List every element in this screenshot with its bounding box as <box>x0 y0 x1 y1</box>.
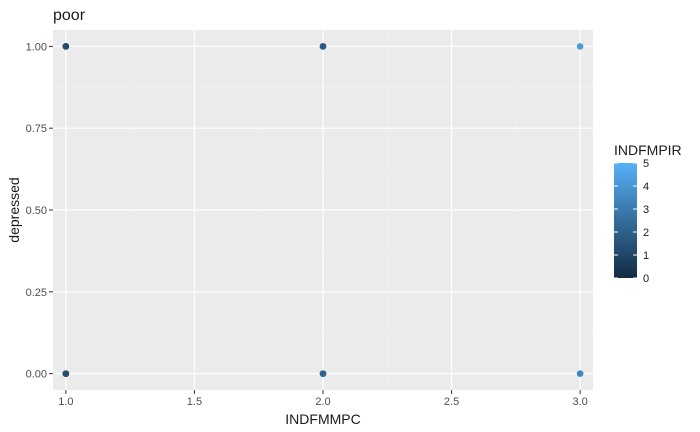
y-tick-label: 0.75 <box>26 123 47 135</box>
legend-tick-label: 2 <box>643 227 649 239</box>
data-point <box>576 43 584 50</box>
y-tick-label: 0.50 <box>26 205 47 217</box>
x-tick-label: 2.5 <box>444 396 459 408</box>
y-axis-title: depressed <box>6 177 22 242</box>
legend-tick-label: 3 <box>643 204 649 216</box>
axes: 1.0 1.5 2.0 2.5 3.0 0.00 0.25 0.50 0.75 1.00 <box>26 41 588 408</box>
data-point <box>576 370 584 377</box>
legend-tick-label: 0 <box>643 273 649 285</box>
x-tick-label: 1.0 <box>58 396 73 408</box>
data-point <box>62 43 70 50</box>
y-tick-label: 1.00 <box>26 41 47 53</box>
data-points <box>62 43 584 377</box>
legend: INDFMPIR 0 1 2 3 4 5 <box>614 142 682 285</box>
legend-tick-label: 5 <box>643 158 649 170</box>
x-tick-label: 1.5 <box>187 396 202 408</box>
x-tick-label: 3.0 <box>572 396 587 408</box>
y-tick-label: 0.25 <box>26 287 47 299</box>
x-axis-title: INDFMMPC <box>285 411 360 427</box>
legend-tick-label: 4 <box>643 181 649 193</box>
data-point <box>319 43 327 50</box>
y-tick-label: 0.00 <box>26 369 47 381</box>
x-tick-label: 2.0 <box>315 396 330 408</box>
data-point <box>62 370 70 377</box>
legend-title: INDFMPIR <box>614 142 682 158</box>
legend-tick-label: 1 <box>643 250 649 262</box>
chart-title: poor <box>53 7 86 24</box>
legend-colorbar <box>614 163 637 278</box>
data-point <box>319 370 327 377</box>
